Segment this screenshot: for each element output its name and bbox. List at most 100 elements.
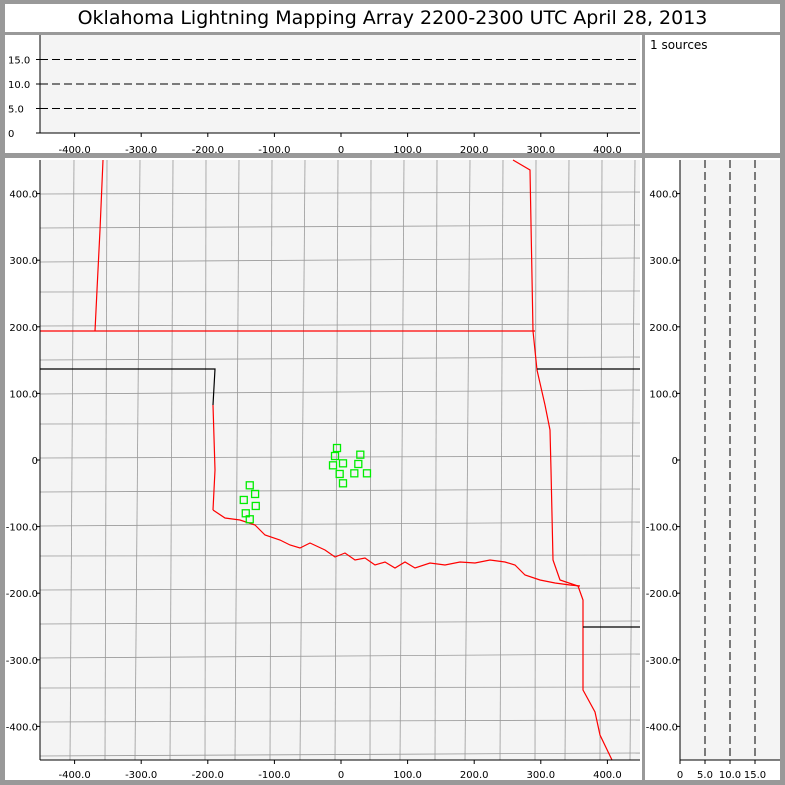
county-line xyxy=(169,159,174,761)
lightning-source-marker xyxy=(245,481,254,490)
top-x-tick-label: 100.0 xyxy=(393,145,422,156)
county-line xyxy=(39,488,641,493)
lightning-source-marker xyxy=(354,459,363,469)
lightning-source-marker xyxy=(330,451,340,461)
county-line xyxy=(39,653,641,659)
top-x-tick-label: -400.0 xyxy=(58,145,90,156)
county-line xyxy=(39,389,641,395)
top-y-tick-label: 0 xyxy=(8,129,14,140)
top-x-tick-label: 200.0 xyxy=(460,145,489,156)
side-x-tick-label: 10.0 xyxy=(719,770,741,781)
county-lines xyxy=(39,159,641,761)
texas-panhandle-west-border xyxy=(94,159,104,332)
lightning-source-marker xyxy=(250,489,260,499)
side-y-tick-label: -200.0 xyxy=(646,589,678,600)
side-y-tick-label: -300.0 xyxy=(646,656,678,667)
map-y-tick-label: 200.0 xyxy=(9,323,38,334)
state-borders xyxy=(40,159,640,761)
map-y-tick-label: 100.0 xyxy=(9,389,38,400)
map-y-tick-label: -400.0 xyxy=(6,722,38,733)
side-y-tick-label: 400.0 xyxy=(649,190,678,201)
red-river xyxy=(212,509,581,587)
county-line xyxy=(269,159,273,761)
oklahoma-west-border xyxy=(212,404,216,511)
lightning-source-marker xyxy=(338,479,348,488)
side-x-tick-label: 0 xyxy=(677,770,683,781)
county-line xyxy=(39,356,641,361)
top-y-tick-label: 5.0 xyxy=(8,105,24,116)
side-x-tick-label: 15.0 xyxy=(744,770,766,781)
lightning-source-marker xyxy=(239,495,248,505)
side-y-tick-label: -100.0 xyxy=(646,523,678,534)
county-line xyxy=(564,159,570,761)
lightning-source-marker xyxy=(245,515,254,524)
map-x-tick-label: -400.0 xyxy=(58,770,90,781)
county-line xyxy=(464,159,471,761)
top-x-tick-label: -200.0 xyxy=(192,145,224,156)
county-line xyxy=(599,159,603,761)
county-line xyxy=(104,159,108,761)
county-line xyxy=(39,719,641,723)
map-y-tick-label: 300.0 xyxy=(9,256,38,267)
lightning-source-marker xyxy=(328,461,338,470)
top-x-tick-label: -100.0 xyxy=(258,145,290,156)
top-x-tick-label: 0 xyxy=(338,145,344,156)
legend-panel: 1 sources xyxy=(645,35,780,153)
county-line xyxy=(39,620,641,625)
map-x-tick-label: 0 xyxy=(338,770,344,781)
county-line xyxy=(399,159,405,761)
side-y-tick-label: 100.0 xyxy=(649,389,678,400)
side-y-tick-label: 300.0 xyxy=(649,256,678,267)
lightning-source-marker xyxy=(356,450,365,459)
top-y-tick-label: 10.0 xyxy=(8,80,30,91)
county-line xyxy=(534,159,537,761)
source-points xyxy=(239,443,372,524)
lightning-source-marker xyxy=(338,459,348,468)
lightning-source-marker xyxy=(335,469,344,479)
map-y-tick-label: -200.0 xyxy=(6,589,38,600)
texas-north-line xyxy=(40,368,216,406)
side-x-tick-label: 5.0 xyxy=(697,770,713,781)
map-x-tick-label: 200.0 xyxy=(460,770,489,781)
county-line xyxy=(39,323,641,327)
county-line xyxy=(39,422,641,425)
county-line xyxy=(69,159,75,761)
top-y-tick-label: 15.0 xyxy=(8,56,30,67)
lightning-source-marker xyxy=(332,443,342,453)
side-y-tick-label: 0 xyxy=(672,456,678,467)
county-line xyxy=(39,521,641,527)
map-x-tick-label: 400.0 xyxy=(593,770,622,781)
county-line xyxy=(234,159,240,761)
side-y-tick-label: 200.0 xyxy=(649,323,678,334)
source-count: 1 sources xyxy=(650,38,708,52)
county-line xyxy=(39,224,641,229)
oklahoma-east-border xyxy=(512,159,613,761)
county-line xyxy=(39,587,641,591)
county-line xyxy=(39,686,641,689)
top-x-tick-label: 300.0 xyxy=(526,145,555,156)
lightning-source-marker xyxy=(362,469,372,478)
side-y-tick-label: -400.0 xyxy=(646,722,678,733)
map-y-tick-label: 0 xyxy=(32,456,38,467)
chart-title: Oklahoma Lightning Mapping Array 2200-23… xyxy=(5,4,780,32)
county-line xyxy=(499,159,504,761)
county-line xyxy=(629,159,636,761)
lightning-source-marker xyxy=(251,501,260,511)
map-x-tick-label: -200.0 xyxy=(192,770,224,781)
county-line xyxy=(39,290,641,293)
county-line xyxy=(39,191,641,195)
county-line xyxy=(39,752,641,757)
lightning-source-marker xyxy=(350,469,359,478)
county-line xyxy=(39,455,641,459)
map-x-tick-label: -100.0 xyxy=(258,770,290,781)
top-x-tick-label: -300.0 xyxy=(125,145,157,156)
map-x-tick-label: 100.0 xyxy=(393,770,422,781)
map-y-tick-label: -100.0 xyxy=(6,523,38,534)
map-x-tick-label: -300.0 xyxy=(125,770,157,781)
map-y-tick-label: 400.0 xyxy=(9,190,38,201)
county-line xyxy=(434,159,438,761)
map-x-tick-label: 300.0 xyxy=(526,770,555,781)
county-line xyxy=(39,257,641,263)
top-x-tick-label: 400.0 xyxy=(593,145,622,156)
